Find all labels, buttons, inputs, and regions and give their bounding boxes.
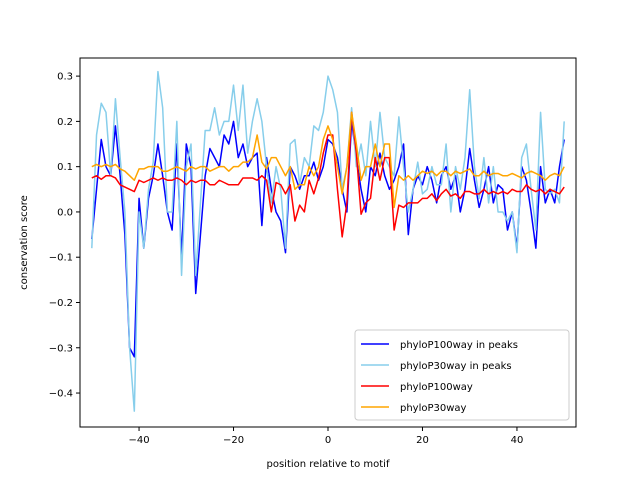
y-tick-label: 0.3 <box>57 72 73 83</box>
x-tick-label: −20 <box>223 435 244 446</box>
legend-label-2: phyloP30way in peaks <box>400 361 512 372</box>
x-tick-label: 20 <box>416 435 429 446</box>
legend-label-3: phyloP100way <box>400 382 473 393</box>
y-tick-label: −0.2 <box>49 298 73 309</box>
y-tick-label: 0.2 <box>57 117 73 128</box>
legend-label-1: phyloP100way in peaks <box>400 340 518 351</box>
series-line-4 <box>91 111 565 209</box>
y-tick-label: 0.0 <box>57 207 73 218</box>
y-tick-label: 0.1 <box>57 162 73 173</box>
series-layer <box>91 70 565 412</box>
series-line-1 <box>91 120 565 358</box>
x-axis-label: position relative to motif <box>267 459 390 470</box>
x-tick-label: 40 <box>511 435 524 446</box>
legend-frame <box>354 329 570 421</box>
ticks-layer: −40 −20 0 20 40 −0.4 −0.3 −0.2 −0.1 0.0 0.1 0.2 0.3 <box>49 72 524 446</box>
legend: phyloP100way in peaks phyloP30way in peak… <box>354 329 570 421</box>
y-tick-label: −0.3 <box>49 343 73 354</box>
y-tick-label: −0.1 <box>49 253 73 264</box>
y-tick-label: −0.4 <box>49 389 73 400</box>
series-line-3 <box>91 111 565 238</box>
legend-label-4: phyloP30way <box>400 403 467 414</box>
y-axis-label: conservation score <box>19 195 30 290</box>
x-tick-label: 0 <box>325 435 331 446</box>
x-tick-label: −40 <box>128 435 149 446</box>
